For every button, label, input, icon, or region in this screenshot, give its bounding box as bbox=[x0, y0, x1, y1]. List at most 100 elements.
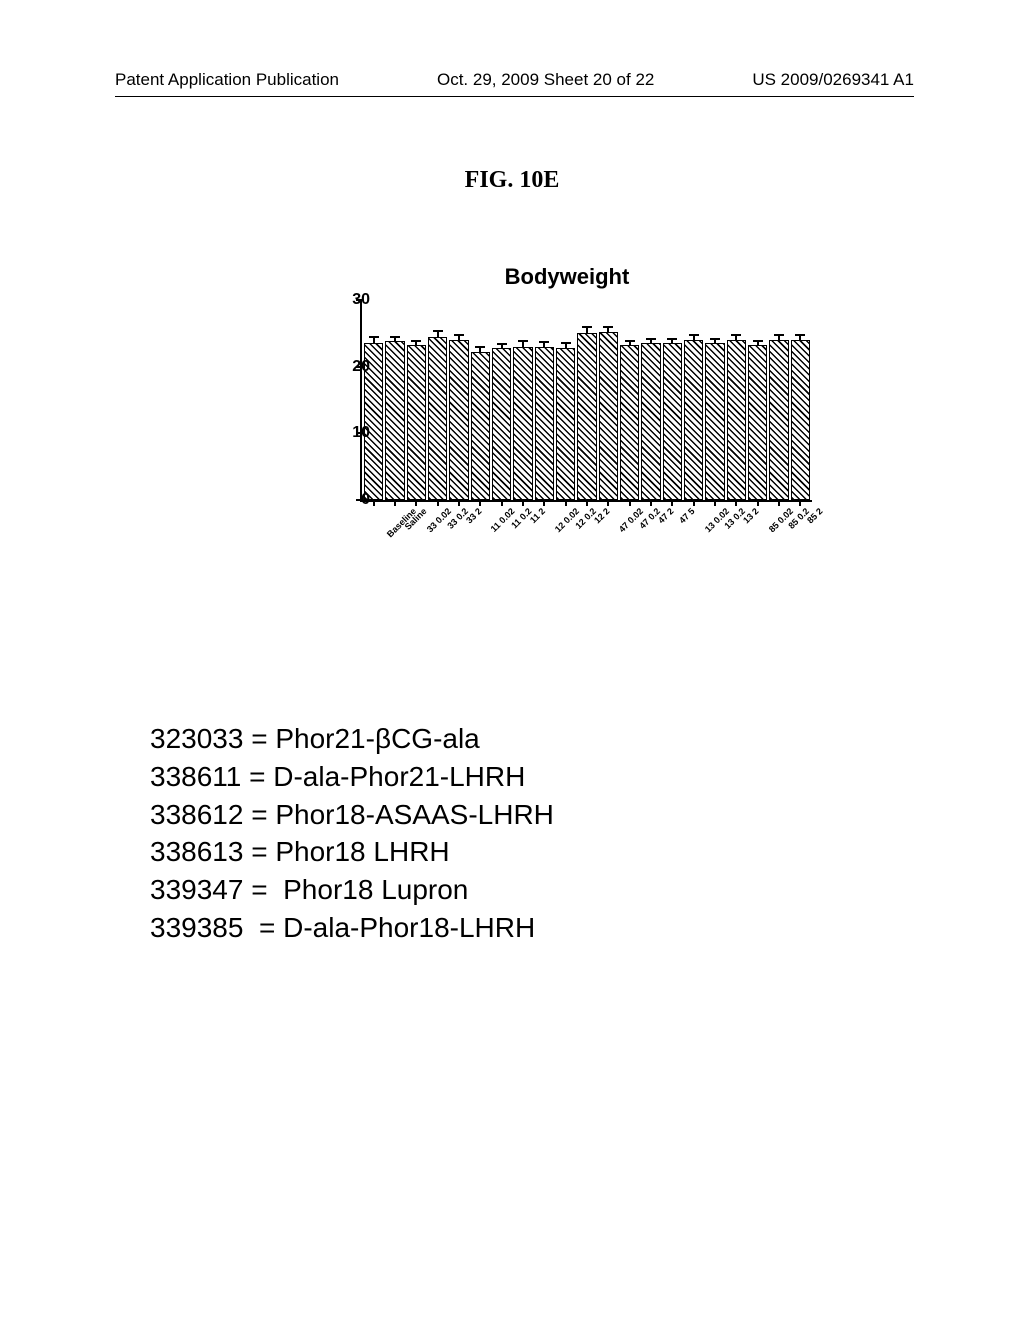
bar bbox=[471, 352, 490, 500]
y-tick-label: 20 bbox=[352, 358, 370, 376]
legend-row: 323033 = Phor21-βCG-ala bbox=[150, 720, 1024, 758]
bar bbox=[727, 340, 746, 500]
error-cap bbox=[390, 336, 400, 338]
chart-title: Bodyweight bbox=[110, 264, 1024, 290]
error-cap bbox=[731, 334, 741, 336]
bar-group: 85 2 bbox=[791, 300, 810, 500]
error-cap bbox=[433, 330, 443, 332]
error-cap bbox=[454, 334, 464, 336]
error-cap bbox=[411, 340, 421, 342]
bar bbox=[748, 345, 767, 500]
error-cap bbox=[539, 341, 549, 343]
header-rule bbox=[115, 96, 914, 97]
bar-group: Saline bbox=[385, 300, 404, 500]
bar bbox=[620, 345, 639, 500]
legend-row: 339347 = Phor18 Lupron bbox=[150, 871, 1024, 909]
error-cap bbox=[518, 340, 528, 342]
bar-group: 33 0.02 bbox=[407, 300, 426, 500]
bar bbox=[513, 347, 532, 500]
x-tick-label: 47 2 bbox=[656, 506, 675, 525]
y-tick-label: 10 bbox=[352, 424, 370, 442]
plot-area: BaselineSaline33 0.0233 0.233 211 0.0211… bbox=[360, 300, 812, 502]
bar bbox=[385, 341, 404, 500]
error-cap bbox=[795, 334, 805, 336]
header-center: Oct. 29, 2009 Sheet 20 of 22 bbox=[437, 70, 654, 90]
error-cap bbox=[603, 326, 613, 328]
bar-group: 11 2 bbox=[513, 300, 532, 500]
compound-legend: 323033 = Phor21-βCG-ala338611 = D-ala-Ph… bbox=[150, 720, 1024, 947]
x-tick-mark bbox=[586, 500, 588, 506]
bar-group: 33 0.2 bbox=[428, 300, 447, 500]
bar bbox=[791, 340, 810, 500]
x-tick-mark bbox=[650, 500, 652, 506]
bar bbox=[449, 340, 468, 500]
x-tick-label: 47 5 bbox=[677, 506, 696, 525]
bar-group: 12 0.02 bbox=[535, 300, 554, 500]
error-cap bbox=[625, 340, 635, 342]
bar-group: 13 0.2 bbox=[705, 300, 724, 500]
bar bbox=[577, 333, 596, 500]
bar-group: Baseline bbox=[364, 300, 383, 500]
bar-group: 11 0.2 bbox=[492, 300, 511, 500]
x-tick-label: 13 2 bbox=[741, 506, 760, 525]
legend-row: 338613 = Phor18 LHRH bbox=[150, 833, 1024, 871]
legend-row: 338611 = D-ala-Phor21-LHRH bbox=[150, 758, 1024, 796]
x-tick-mark bbox=[565, 500, 567, 506]
bar-group: 12 2 bbox=[577, 300, 596, 500]
y-tick-label: 30 bbox=[352, 291, 370, 309]
error-cap bbox=[710, 338, 720, 340]
error-cap bbox=[774, 334, 784, 336]
bodyweight-chart: BaselineSaline33 0.0233 0.233 211 0.0211… bbox=[310, 300, 830, 560]
bar-group: 85 0.2 bbox=[769, 300, 788, 500]
x-tick-label: 85 2 bbox=[805, 506, 824, 525]
x-tick-mark bbox=[437, 500, 439, 506]
x-tick-label: 33 2 bbox=[464, 506, 483, 525]
patent-header: Patent Application Publication Oct. 29, … bbox=[0, 0, 1024, 90]
bar bbox=[599, 332, 618, 500]
bar bbox=[769, 340, 788, 500]
legend-row: 338612 = Phor18-ASAAS-LHRH bbox=[150, 796, 1024, 834]
x-tick-label: 12 2 bbox=[592, 506, 611, 525]
legend-row: 339385 = D-ala-Phor18-LHRH bbox=[150, 909, 1024, 947]
bar bbox=[705, 343, 724, 500]
error-cap bbox=[369, 336, 379, 338]
x-tick-mark bbox=[799, 500, 801, 506]
y-tick-label: 0 bbox=[361, 491, 370, 509]
bar-group: 47 2 bbox=[641, 300, 660, 500]
bar-group: 13 0.02 bbox=[684, 300, 703, 500]
bar bbox=[556, 348, 575, 500]
x-tick-mark bbox=[543, 500, 545, 506]
x-tick-mark bbox=[757, 500, 759, 506]
bar bbox=[407, 345, 426, 500]
error-cap bbox=[667, 338, 677, 340]
bar-group: 85 0.02 bbox=[748, 300, 767, 500]
x-tick-mark bbox=[629, 500, 631, 506]
error-cap bbox=[689, 334, 699, 336]
bar-group: 33 2 bbox=[449, 300, 468, 500]
x-tick-mark bbox=[458, 500, 460, 506]
bar bbox=[641, 343, 660, 500]
x-tick-mark bbox=[415, 500, 417, 506]
error-cap bbox=[475, 346, 485, 348]
x-tick-mark bbox=[501, 500, 503, 506]
x-tick-mark bbox=[522, 500, 524, 506]
bar-group: 47 5 bbox=[663, 300, 682, 500]
error-cap bbox=[753, 340, 763, 342]
bar-group: 11 0.02 bbox=[471, 300, 490, 500]
bar-group: 47 0.02 bbox=[599, 300, 618, 500]
bar-group: 12 0.2 bbox=[556, 300, 575, 500]
x-tick-mark bbox=[479, 500, 481, 506]
error-cap bbox=[582, 326, 592, 328]
error-cap bbox=[561, 342, 571, 344]
figure-label: FIG. 10E bbox=[0, 167, 1024, 194]
bar bbox=[428, 337, 447, 500]
x-tick-mark bbox=[373, 500, 375, 506]
x-tick-mark bbox=[778, 500, 780, 506]
error-cap bbox=[646, 338, 656, 340]
bar bbox=[492, 348, 511, 500]
error-cap bbox=[497, 343, 507, 345]
header-left: Patent Application Publication bbox=[115, 70, 339, 90]
x-tick-mark bbox=[607, 500, 609, 506]
bar bbox=[684, 340, 703, 500]
bar-group: 47 0.2 bbox=[620, 300, 639, 500]
